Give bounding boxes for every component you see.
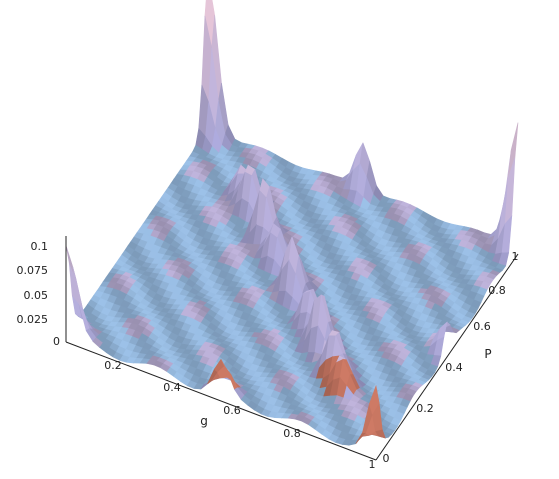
y-tick-label: 1 (512, 250, 519, 263)
y-axis-line (375, 253, 519, 461)
x-tick-label: 0.6 (223, 404, 241, 417)
x-tick-label: 0.8 (283, 427, 301, 440)
y-axis-label: P (484, 347, 491, 361)
y-tick-label: 0.8 (488, 284, 506, 297)
y-tick-label: 0.6 (473, 320, 491, 333)
x-tick-label: 0.2 (104, 359, 122, 372)
z-tick-label: 0.075 (17, 264, 49, 277)
axes: 0.1 0.075 0.05 0.025 0 0.2 0.4 0.6 0.8 1… (17, 236, 519, 471)
z-tick-label: 0.05 (24, 289, 49, 302)
x-axis-label: g (200, 414, 208, 428)
surface-mesh (65, 0, 519, 446)
z-tick-label: 0.025 (17, 313, 49, 326)
y-tick-label: 0 (383, 452, 390, 465)
z-tick-label: 0 (53, 335, 60, 348)
y-tick-label: 0.4 (445, 361, 463, 374)
x-tick-label: 0.4 (163, 381, 181, 394)
surface-facet (68, 261, 80, 305)
z-tick-label: 0.1 (31, 240, 49, 253)
surface-facet (368, 384, 380, 415)
y-tick-label: 0.2 (416, 402, 434, 415)
x-tick-label: 1 (369, 458, 376, 471)
x-axis-line (65, 341, 377, 461)
